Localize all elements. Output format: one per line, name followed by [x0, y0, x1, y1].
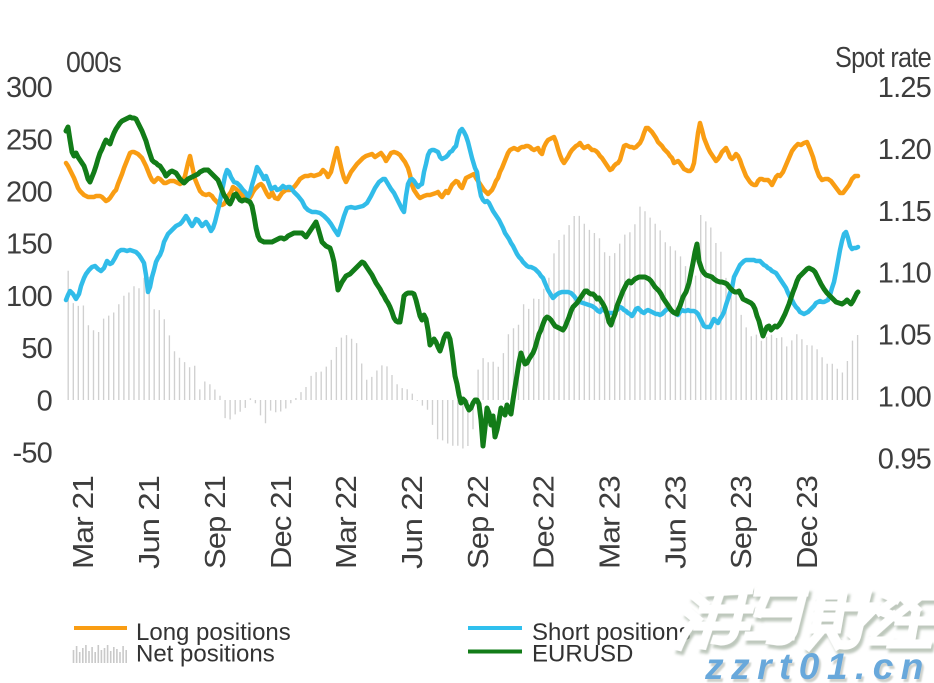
svg-text:Long positions: Long positions: [136, 619, 291, 646]
svg-text:200: 200: [6, 177, 52, 209]
svg-text:Jun 21: Jun 21: [134, 476, 166, 569]
svg-text:Dec 23: Dec 23: [792, 476, 824, 569]
svg-text:300: 300: [6, 72, 52, 104]
svg-text:0: 0: [37, 385, 52, 417]
svg-text:Mar 22: Mar 22: [331, 476, 363, 569]
svg-text:150: 150: [6, 229, 52, 261]
svg-text:-50: -50: [12, 438, 52, 470]
svg-text:100: 100: [6, 281, 52, 313]
svg-text:Sep 22: Sep 22: [463, 476, 495, 569]
svg-text:Sep 21: Sep 21: [200, 476, 232, 569]
svg-text:1.25: 1.25: [878, 72, 931, 104]
svg-text:50: 50: [21, 333, 52, 365]
svg-text:1.10: 1.10: [878, 258, 931, 290]
svg-text:Jun 23: Jun 23: [661, 476, 693, 569]
svg-text:000s: 000s: [66, 47, 121, 79]
svg-text:Sep 23: Sep 23: [726, 476, 758, 569]
svg-text:Dec 22: Dec 22: [529, 476, 561, 569]
svg-text:Dec 21: Dec 21: [266, 476, 298, 569]
svg-text:1.00: 1.00: [878, 382, 931, 414]
svg-text:Mar 21: Mar 21: [68, 476, 100, 569]
svg-text:1.15: 1.15: [878, 196, 931, 228]
svg-text:1.20: 1.20: [878, 134, 931, 166]
svg-text:Jun 22: Jun 22: [397, 476, 429, 569]
svg-text:1.05: 1.05: [878, 320, 931, 352]
svg-text:Mar 23: Mar 23: [595, 476, 627, 569]
svg-text:zzrt01.cn: zzrt01.cn: [704, 646, 931, 683]
svg-text:EURUSD: EURUSD: [532, 641, 633, 668]
svg-text:250: 250: [6, 124, 52, 156]
svg-text:Short positions: Short positions: [532, 619, 691, 646]
svg-text:Spot rate: Spot rate: [835, 42, 931, 74]
svg-text:0.95: 0.95: [878, 443, 931, 475]
svg-text:Net positions: Net positions: [136, 641, 275, 668]
